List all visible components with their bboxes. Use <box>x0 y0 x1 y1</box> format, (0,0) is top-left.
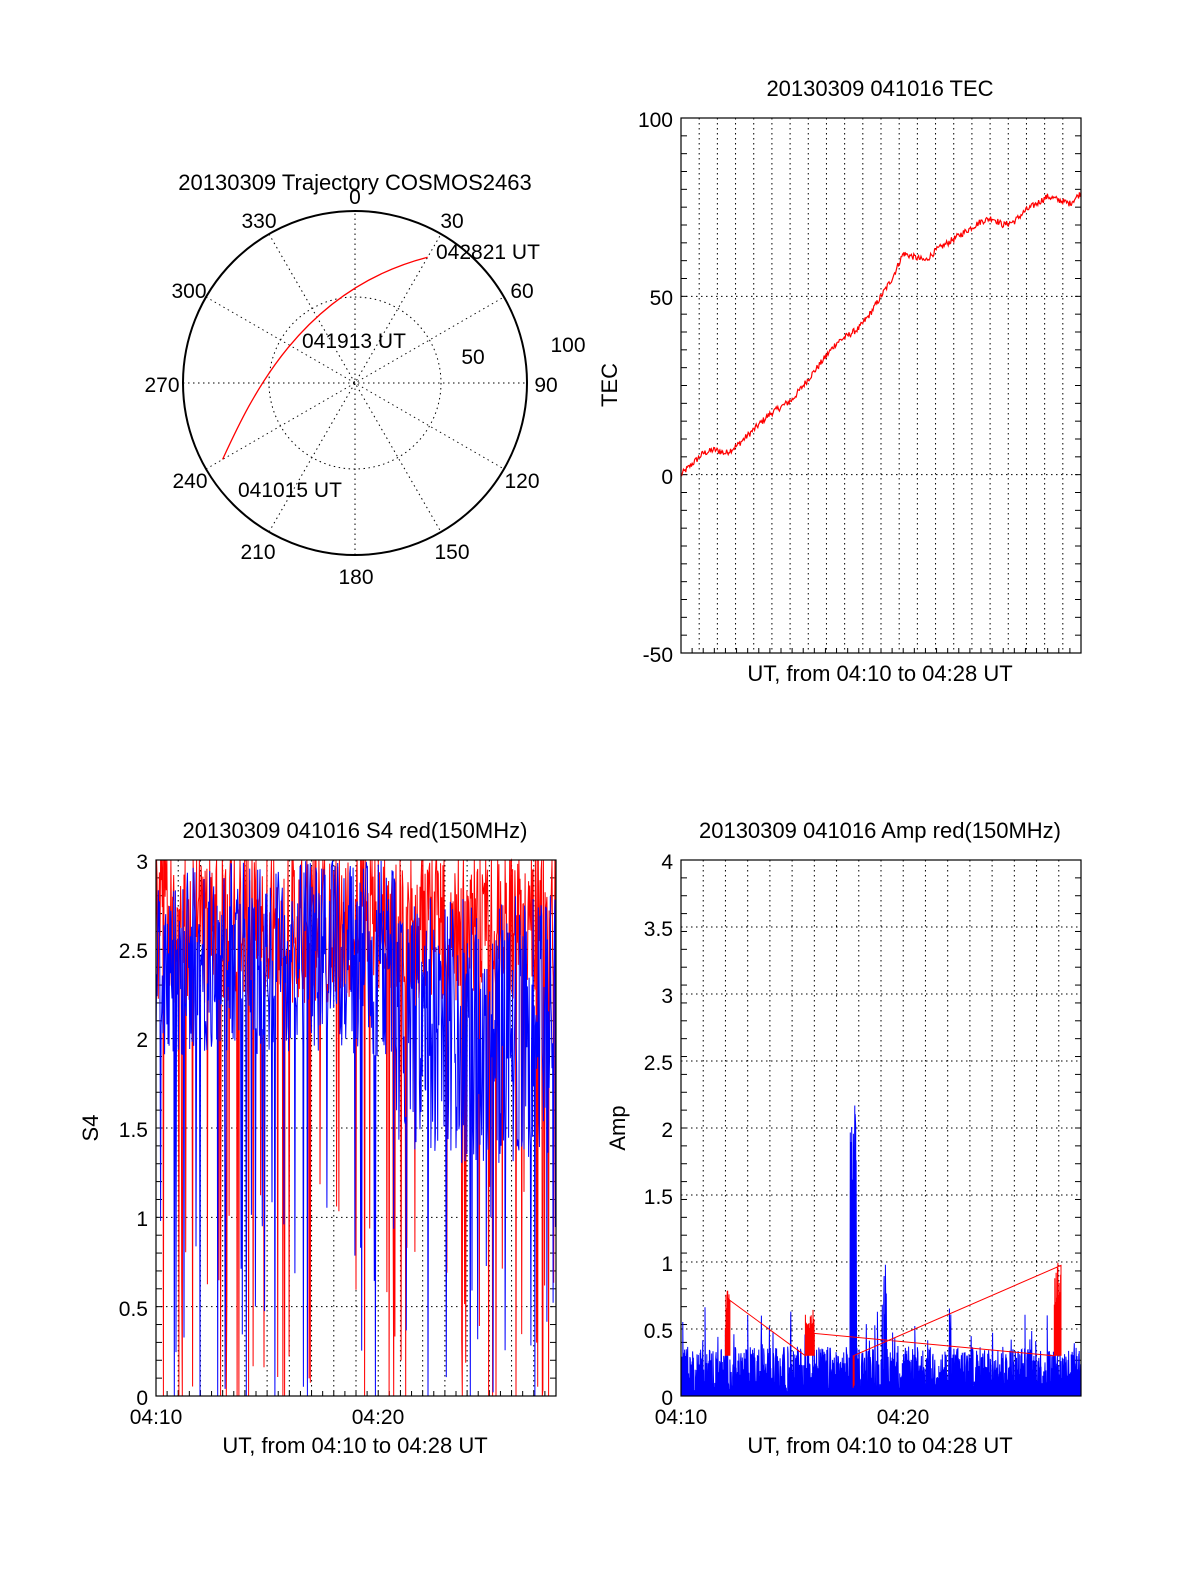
tec-title: 20130309 041016 TEC <box>766 76 993 101</box>
s4-blue-series-line <box>155 860 557 1397</box>
az-label-180: 180 <box>338 566 373 589</box>
s4-ytick-1.5: 1.5 <box>119 1119 148 1142</box>
tec-ytick-50: 50 <box>650 287 673 310</box>
point-label-end: 042821 UT <box>436 241 540 264</box>
polar-grid <box>183 211 527 555</box>
s4-ytick-0: 0 <box>136 1387 148 1410</box>
tec-ylabel: TEC <box>597 363 622 407</box>
s4-xlabel: UT, from 04:10 to 04:28 UT <box>222 1433 487 1458</box>
az-label-0: 0 <box>349 186 361 209</box>
s4-ytick-3: 3 <box>136 851 148 874</box>
amp-ytick-3: 3 <box>661 985 673 1008</box>
s4-ylabel: S4 <box>78 1115 103 1142</box>
polar-ring-50 <box>268 296 442 470</box>
az-label-270: 270 <box>144 374 179 397</box>
az-label-330: 330 <box>241 210 276 233</box>
s4-xtick-0410: 04:10 <box>130 1406 183 1429</box>
amp-ytick-3.5: 3.5 <box>644 918 673 941</box>
s4-plot: 20130309 041016 S4 red(150MHz) 0 0.5 1 1… <box>78 818 557 1458</box>
tec-ytick-0: 0 <box>661 466 673 489</box>
az-label-30: 30 <box>440 210 463 233</box>
az-label-300: 300 <box>171 280 206 303</box>
amp-ytick-2.5: 2.5 <box>644 1052 673 1075</box>
amp-title: 20130309 041016 Amp red(150MHz) <box>699 818 1061 843</box>
radius-label-50: 50 <box>461 346 484 369</box>
s4-yticks: 0 0.5 1 1.5 2 2.5 3 <box>119 851 148 1410</box>
s4-ytick-2: 2 <box>136 1029 148 1052</box>
tec-frame <box>680 117 1082 654</box>
s4-ytick-1: 1 <box>136 1208 148 1231</box>
tec-grid <box>681 118 1081 653</box>
amp-xtick-0410: 04:10 <box>655 1406 708 1429</box>
polar-title: 20130309 Trajectory COSMOS2463 <box>178 170 531 195</box>
amp-frame <box>680 859 1082 1397</box>
tec-xlabel: UT, from 04:10 to 04:28 UT <box>747 661 1012 686</box>
amp-ytick-1.5: 1.5 <box>644 1186 673 1209</box>
amp-xtick-0420: 04:20 <box>877 1406 930 1429</box>
point-label-start: 041015 UT <box>238 479 342 502</box>
amp-yticks: 0 0.5 1 1.5 2 2.5 3 3.5 4 <box>644 851 674 1410</box>
tec-ytick-minus50: -50 <box>643 644 673 667</box>
tec-ytick-100: 100 <box>638 109 673 132</box>
amp-xlabel: UT, from 04:10 to 04:28 UT <box>747 1433 1012 1458</box>
az-label-150: 150 <box>434 541 469 564</box>
amp-ytick-0: 0 <box>661 1387 673 1410</box>
az-label-60: 60 <box>510 280 533 303</box>
amp-ytick-2: 2 <box>661 1119 673 1142</box>
s4-ytick-0.5: 0.5 <box>119 1298 148 1321</box>
az-label-120: 120 <box>504 470 539 493</box>
polar-outer-circle <box>182 210 528 556</box>
amp-blue-series-line <box>680 1105 1082 1397</box>
az-label-240: 240 <box>172 470 207 493</box>
azimuth-labels: 0 30 60 90 120 150 180 210 240 270 300 3… <box>144 186 557 589</box>
az-label-210: 210 <box>240 541 275 564</box>
amp-red-series-line <box>724 1262 1062 1388</box>
tec-plot: 20130309 041016 TEC 100 50 0 -50 TEC UT,… <box>597 76 1082 686</box>
amp-grid <box>681 860 1081 1396</box>
az-label-90: 90 <box>534 374 557 397</box>
amp-ytick-0.5: 0.5 <box>644 1320 673 1343</box>
amp-plot: 20130309 041016 Amp red(150MHz) 0 0.5 1 … <box>605 818 1082 1458</box>
s4-ytick-2.5: 2.5 <box>119 940 148 963</box>
point-label-mid: 041913 UT <box>302 330 406 353</box>
amp-ytick-1: 1 <box>661 1253 673 1276</box>
s4-frame <box>155 859 557 1397</box>
trajectory-track <box>222 256 428 460</box>
amp-ytick-4: 4 <box>661 851 673 874</box>
radius-label-100: 100 <box>550 334 585 357</box>
tec-series-line <box>680 192 1082 477</box>
s4-xtick-0420: 04:20 <box>352 1406 405 1429</box>
polar-plot: 20130309 Trajectory COSMOS2463 0 30 60 9… <box>144 170 585 589</box>
amp-ylabel: Amp <box>605 1105 630 1150</box>
s4-title: 20130309 041016 S4 red(150MHz) <box>183 818 528 843</box>
